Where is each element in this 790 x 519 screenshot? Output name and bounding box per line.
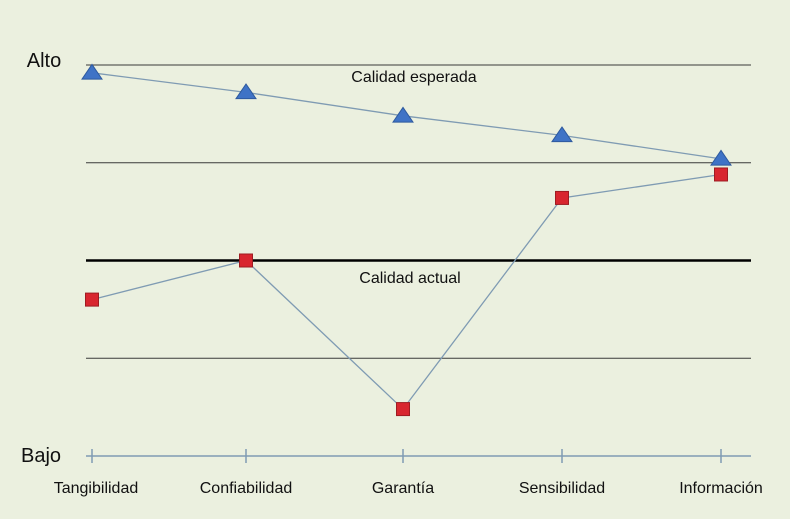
gridlines <box>86 64 751 359</box>
x-tick-label-0: Tangibilidad <box>54 480 139 497</box>
series-line-1 <box>91 173 722 411</box>
expected-marker-1 <box>235 83 257 100</box>
x-tick-label-2: Garantía <box>372 480 434 497</box>
expected-marker-3 <box>551 126 573 143</box>
actual-marker-3 <box>555 190 569 205</box>
x-axis <box>86 449 751 463</box>
x-tick-label-3: Sensibilidad <box>519 480 605 497</box>
expected-marker-4 <box>710 149 732 166</box>
y-axis-bottom-label: Bajo <box>21 445 61 467</box>
actual-marker-0 <box>85 292 99 307</box>
chart-labels: Alto Bajo Calidad esperada Calidad actua… <box>21 50 763 497</box>
x-tick-label-4: Información <box>679 480 763 497</box>
y-axis-top-label: Alto <box>27 50 61 72</box>
x-tick-label-1: Confiabilidad <box>200 480 293 497</box>
actual-marker-2 <box>396 402 410 417</box>
actual-quality-label: Calidad actual <box>359 270 460 287</box>
expected-quality-label: Calidad esperada <box>351 69 477 86</box>
expected-marker-2 <box>392 106 414 123</box>
actual-marker-4 <box>714 167 728 182</box>
actual-marker-1 <box>239 253 253 268</box>
expected-marker-0 <box>81 63 103 80</box>
series-markers <box>81 63 732 417</box>
